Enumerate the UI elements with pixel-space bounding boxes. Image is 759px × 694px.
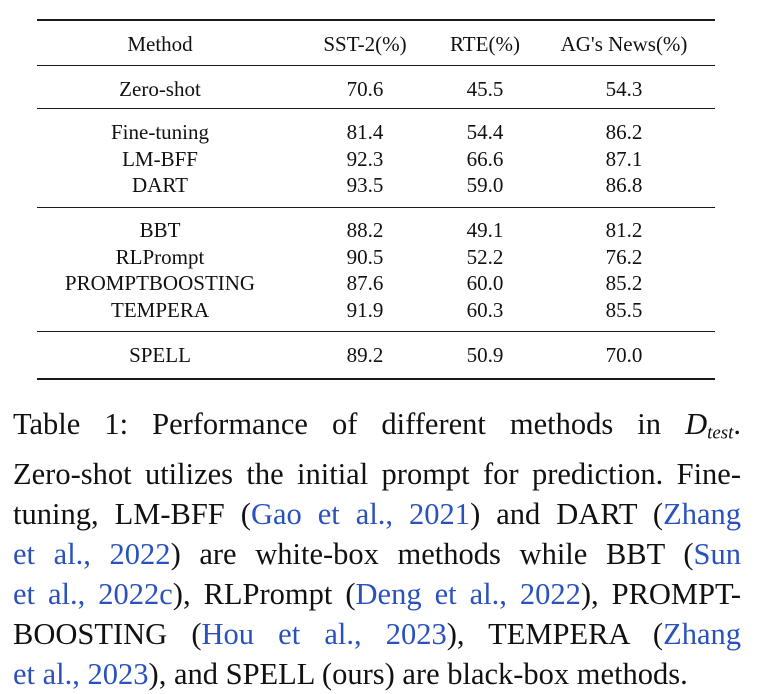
caption-text: tuning, LM-BFF ( [13, 496, 251, 531]
citation-link[interactable]: Deng et al., 2022 [355, 576, 581, 611]
caption-line: et al., 2022c), RLPrompt (Deng et al., 2… [13, 574, 741, 614]
caption-line: Table 1: Performance of different method… [13, 404, 741, 454]
method-name: DART [132, 173, 188, 197]
score-rte: 60.3 [466, 298, 504, 322]
caption-text: . [733, 407, 741, 441]
table-rule [37, 331, 715, 332]
table-rule [37, 108, 715, 109]
caption-text: ) are white-box methods while BBT ( [170, 536, 694, 571]
table-thick-rule [37, 378, 715, 380]
score-agnews: 86.8 [605, 173, 643, 197]
score-agnews: 54.3 [605, 77, 643, 101]
method-name: SPELL [129, 343, 191, 367]
math-d-test: Dtest [685, 407, 734, 444]
citation-link[interactable]: Hou et al., 2023 [201, 616, 447, 651]
score-agnews: 87.1 [605, 147, 643, 171]
score-agnews: 86.2 [605, 120, 643, 144]
table-thick-rule [37, 19, 715, 21]
score-sst2: 93.5 [346, 173, 384, 197]
score-sst2: 89.2 [346, 343, 384, 367]
caption-text: ), PROMPT- [580, 576, 742, 611]
caption-line: et al., 2023), and SPELL (ours) are blac… [13, 654, 741, 694]
caption-text: ) and DART ( [470, 496, 664, 531]
table-rule [37, 207, 715, 208]
citation-link[interactable]: et al., 2022c [13, 576, 173, 611]
score-sst2: 87.6 [346, 271, 384, 295]
citation-link[interactable]: Zhang [663, 496, 742, 531]
header-agnews: AG's News(%) [560, 32, 688, 56]
citation-link[interactable]: et al., 2023 [13, 656, 149, 691]
table-rule [37, 65, 715, 66]
header-sst2: SST-2(%) [323, 32, 407, 56]
citation-link[interactable]: Sun [693, 536, 741, 571]
score-agnews: 85.5 [605, 298, 643, 322]
caption-line: Zero-shot utilizes the initial prompt fo… [13, 454, 741, 494]
score-sst2: 92.3 [346, 147, 384, 171]
score-rte: 59.0 [466, 173, 504, 197]
table-caption: Table 1: Performance of different method… [13, 404, 741, 694]
score-agnews: 81.2 [605, 218, 643, 242]
score-sst2: 91.9 [346, 298, 384, 322]
score-sst2: 90.5 [346, 245, 384, 269]
caption-text: ), and SPELL (ours) are black-box method… [148, 656, 688, 691]
caption-text: ), TEMPERA ( [446, 616, 664, 651]
score-rte: 50.9 [466, 343, 504, 367]
caption-text: Zero-shot utilizes the initial prompt fo… [13, 456, 741, 491]
score-rte: 66.6 [466, 147, 504, 171]
method-name: TEMPERA [110, 298, 210, 322]
score-agnews: 70.0 [605, 343, 643, 367]
score-sst2: 81.4 [346, 120, 384, 144]
caption-text: ), RLPrompt ( [172, 576, 356, 611]
citation-link[interactable]: Zhang [663, 616, 741, 651]
method-name: RLPrompt [115, 245, 205, 269]
score-agnews: 76.2 [605, 245, 643, 269]
header-method: Method [127, 32, 193, 56]
score-rte: 60.0 [466, 271, 504, 295]
caption-line: tuning, LM-BFF (Gao et al., 2021) and DA… [13, 494, 741, 534]
header-rte: RTE(%) [450, 32, 520, 56]
score-rte: 45.5 [466, 77, 504, 101]
method-name: Zero-shot [119, 77, 201, 101]
score-rte: 49.1 [466, 218, 504, 242]
score-agnews: 85.2 [605, 271, 643, 295]
method-name: PROMPTBOOSTING [64, 271, 256, 295]
score-sst2: 70.6 [346, 77, 384, 101]
score-rte: 54.4 [466, 120, 504, 144]
score-sst2: 88.2 [346, 218, 384, 242]
score-rte: 52.2 [466, 245, 504, 269]
caption-text: Table 1: Performance of different method… [13, 407, 686, 441]
citation-link[interactable]: et al., 2022 [13, 536, 171, 571]
method-name: BBT [139, 218, 181, 242]
method-name: Fine-tuning [111, 120, 209, 144]
caption-text: BOOSTING ( [13, 616, 202, 651]
caption-line: BOOSTING (Hou et al., 2023), TEMPERA (Zh… [13, 614, 741, 654]
citation-link[interactable]: Gao et al., 2021 [250, 496, 471, 531]
method-name: LM-BFF [122, 147, 198, 171]
caption-line: et al., 2022) are white-box methods whil… [13, 534, 741, 574]
